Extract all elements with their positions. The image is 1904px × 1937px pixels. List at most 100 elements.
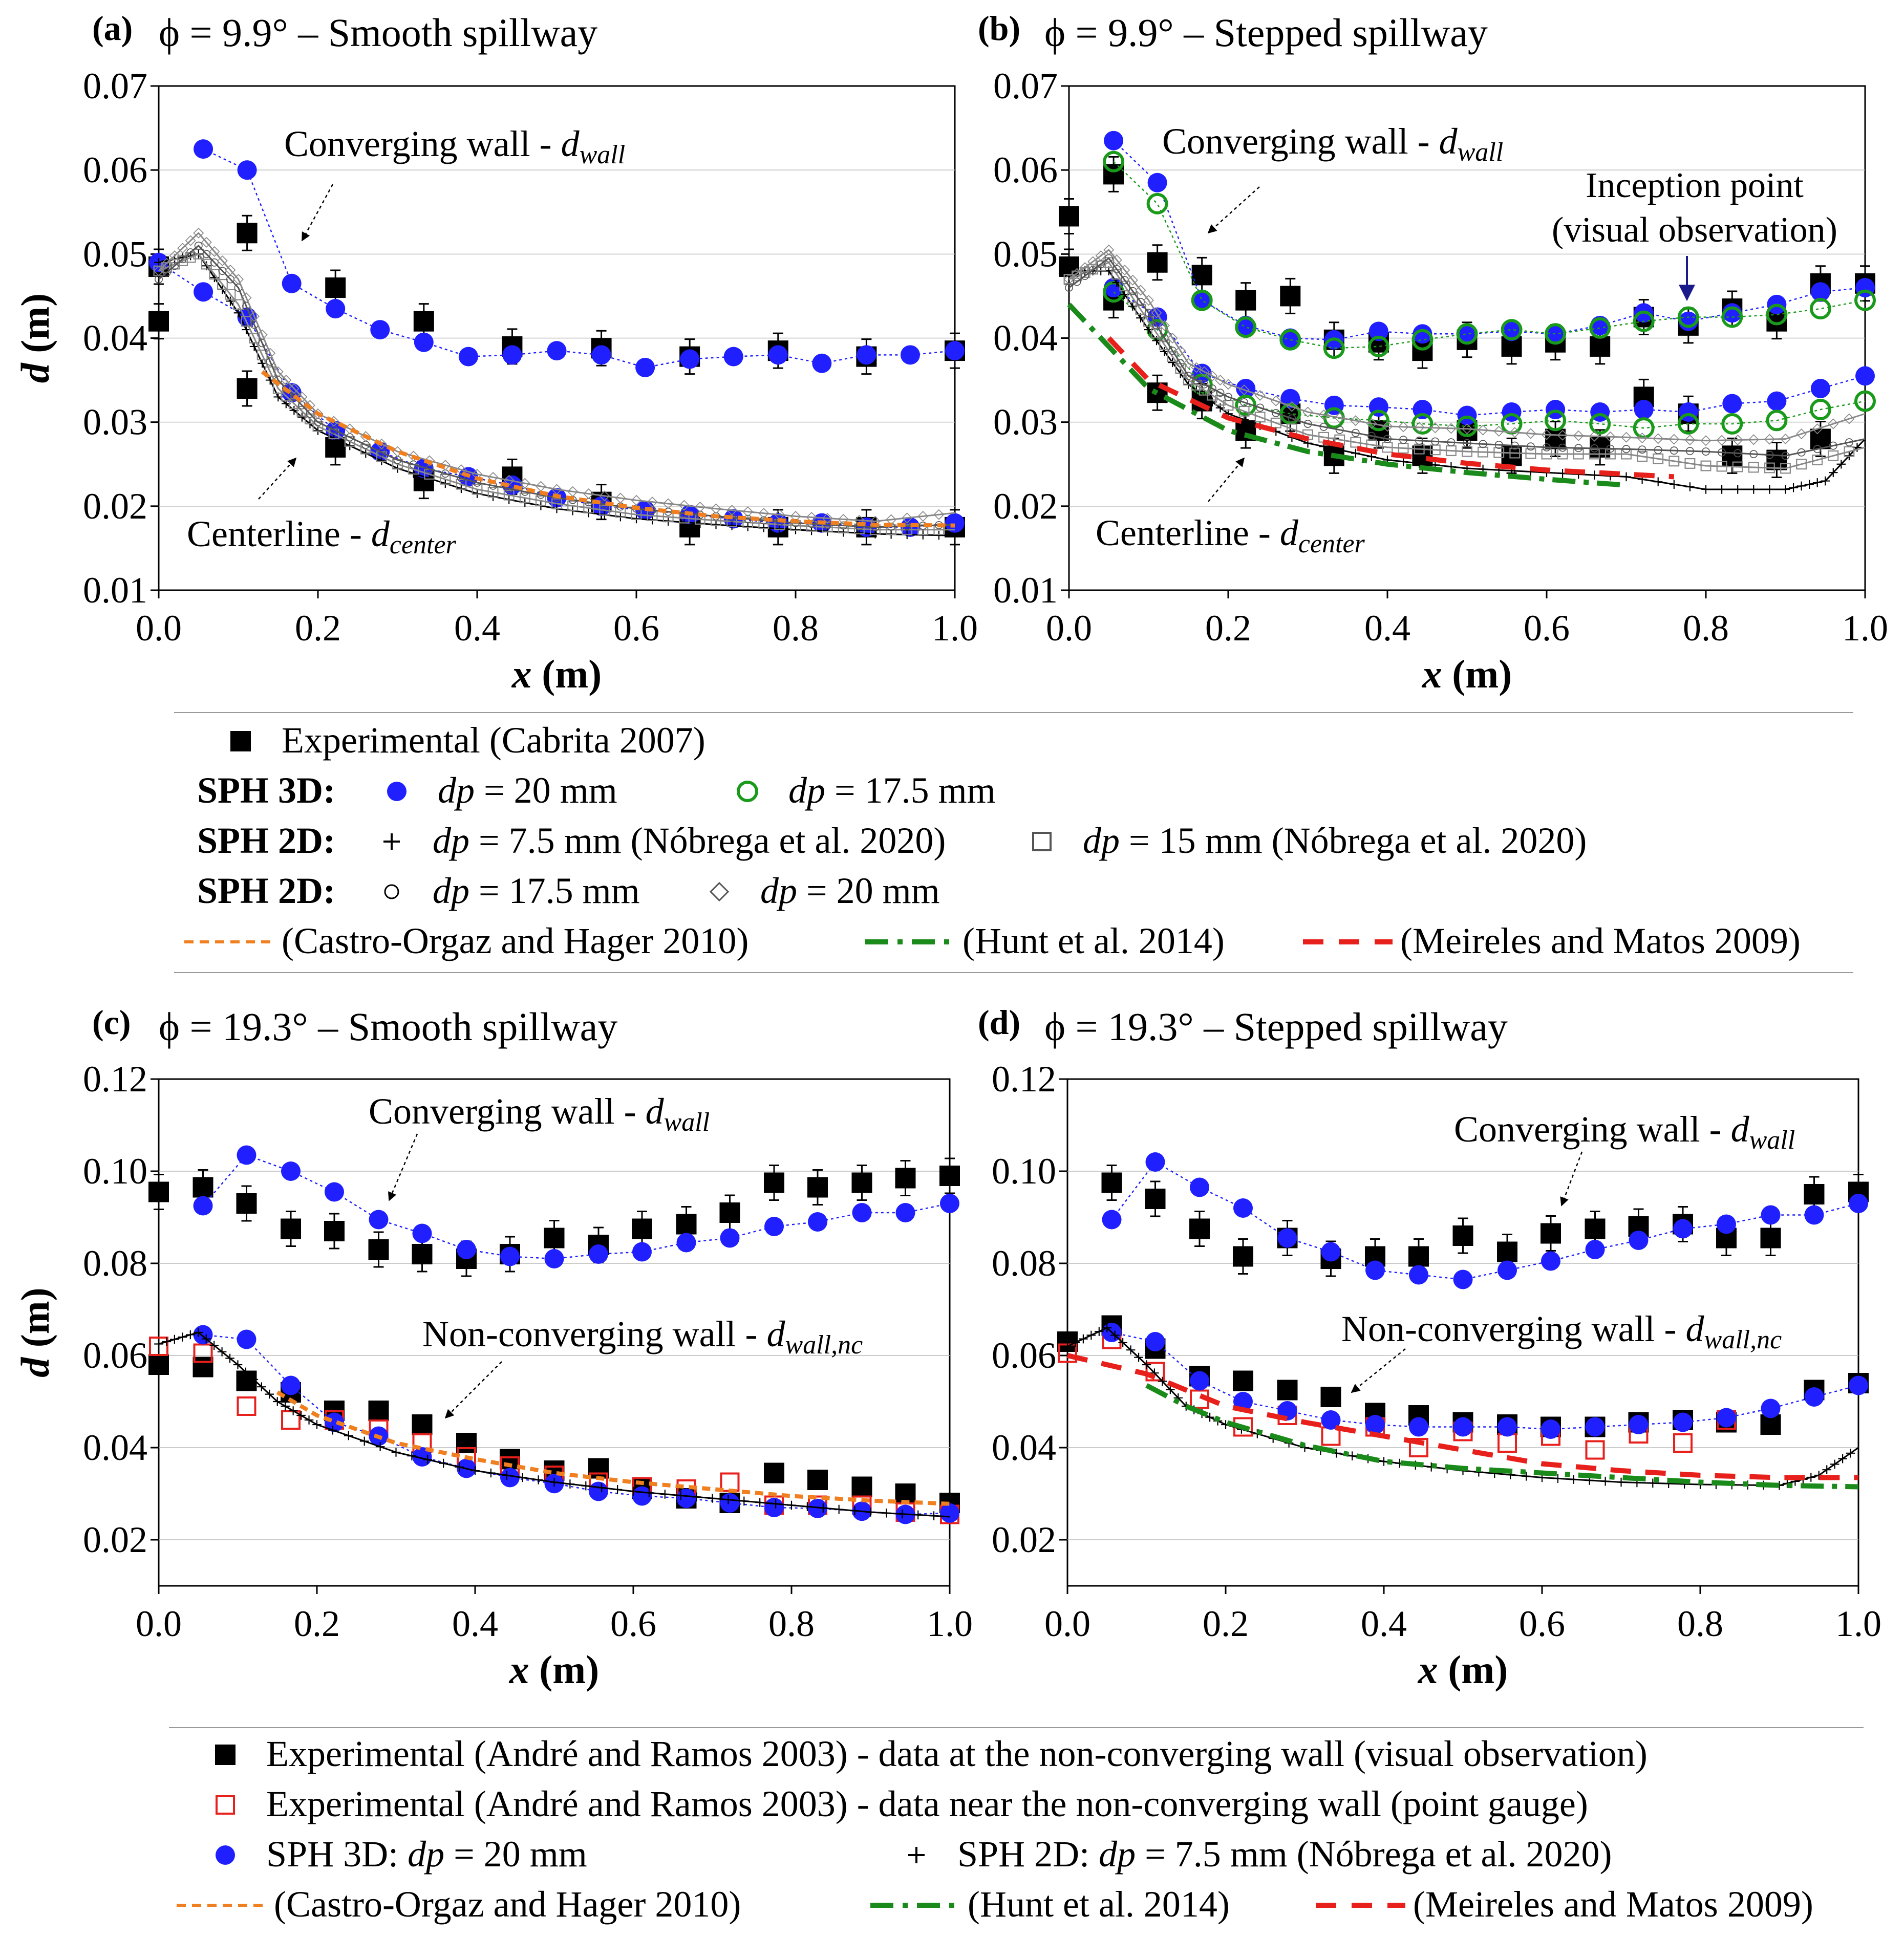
- data-point: [241, 316, 252, 327]
- legend-entry: (Hunt et al. 2014): [865, 920, 1225, 961]
- data-point: [1095, 250, 1106, 262]
- data-point: [439, 1458, 448, 1468]
- data-point: [369, 1210, 389, 1230]
- data-point: [1509, 447, 1521, 459]
- data-point: [679, 518, 689, 527]
- data-point: [897, 1509, 907, 1519]
- data-point: [1821, 476, 1830, 486]
- data-point: [1415, 459, 1424, 468]
- data-point: [1159, 320, 1170, 331]
- x-axis-label: x (m): [1418, 1647, 1508, 1692]
- data-point: [1525, 448, 1536, 459]
- legend-label: Experimental (Cabrita 2007): [282, 720, 705, 761]
- data-point: [265, 348, 276, 359]
- data-point: [589, 1481, 609, 1501]
- data-point: [272, 1397, 282, 1406]
- data-point: [148, 1181, 169, 1202]
- data-point: [933, 509, 945, 520]
- data-point: [1254, 390, 1266, 401]
- data-point: [1796, 481, 1806, 491]
- data-point: [662, 498, 674, 509]
- data-point: [1569, 1475, 1578, 1484]
- data-point: [567, 486, 579, 497]
- annotation-arrow: [1351, 1348, 1406, 1393]
- data-point: [518, 1473, 527, 1482]
- data-point: [162, 268, 171, 277]
- data-point: [723, 1495, 733, 1504]
- series-line: [158, 232, 955, 522]
- legend-entry: dp = 17.5 mm: [737, 770, 996, 811]
- data-point: [1493, 447, 1505, 458]
- data-point: [1368, 321, 1388, 341]
- data-point: [1190, 1177, 1210, 1197]
- y-tick-label: 0.12: [992, 1059, 1056, 1100]
- series-line: [1066, 1353, 1858, 1480]
- annotations-group: Converging wall - dwall Centerline - dcen…: [187, 121, 1837, 1419]
- data-point: [1634, 400, 1654, 420]
- y-tick-label: 0.04: [992, 1427, 1056, 1468]
- legend-label: SPH 2D: dp = 7.5 mm (Nóbrega et al. 2020…: [957, 1834, 1612, 1875]
- series-connector: [1111, 1161, 1859, 1280]
- data-point: [1525, 428, 1536, 439]
- data-point: [535, 495, 546, 506]
- data-point: [1135, 285, 1146, 296]
- legend-swatch: [383, 833, 400, 850]
- data-point: [1189, 1218, 1210, 1239]
- data-point: [1184, 372, 1193, 380]
- data-point: [237, 1145, 256, 1165]
- data-point: [1191, 265, 1212, 286]
- data-point: [194, 282, 213, 302]
- data-point: [710, 503, 722, 514]
- data-point: [1238, 384, 1250, 396]
- data-point: [1829, 468, 1838, 477]
- data-point: [1158, 1376, 1167, 1386]
- data-point: [500, 1246, 520, 1266]
- data-point: [1721, 306, 1743, 328]
- legend-label: (Meireles and Matos 2009): [1400, 920, 1801, 961]
- data-point: [325, 277, 346, 298]
- data-point: [1616, 1477, 1626, 1487]
- data-point: [241, 1367, 250, 1377]
- data-point: [1102, 1210, 1122, 1230]
- data-point: [723, 509, 743, 529]
- data-point: [1254, 412, 1266, 423]
- series-line: [276, 1390, 950, 1506]
- legend-label: Experimental (André and Ramos 2003) - da…: [266, 1733, 1648, 1774]
- data-point: [1684, 434, 1696, 445]
- data-point: [1192, 290, 1212, 310]
- data-point: [1585, 1218, 1606, 1239]
- series-0: [1101, 1165, 1869, 1277]
- data-point: [265, 1389, 274, 1399]
- data-point: [241, 292, 252, 304]
- y-tick-label: 0.01: [993, 570, 1058, 611]
- data-point: [1111, 254, 1122, 266]
- data-point: [1408, 1246, 1429, 1267]
- legend-entry: dp = 20 mm: [709, 870, 940, 911]
- data-point: [1760, 1228, 1781, 1249]
- y-tick-label: 0.02: [83, 486, 147, 527]
- data-point: [1764, 434, 1775, 445]
- data-point: [1637, 433, 1648, 444]
- data-point: [583, 502, 594, 513]
- data-point: [1238, 405, 1250, 417]
- data-layer: [148, 139, 965, 546]
- legend-swatch: [230, 731, 251, 751]
- data-point: [413, 311, 434, 332]
- data-point: [1668, 434, 1680, 445]
- data-point: [194, 139, 213, 159]
- annotation-centerline: Centerline - dcenter: [1096, 512, 1365, 558]
- annotation-converging-wall: Converging wall - dwall: [369, 1091, 710, 1137]
- legend-entry: (Castro-Orgaz and Hager 2010): [184, 920, 748, 961]
- data-point: [1431, 437, 1440, 446]
- data-point: [1414, 422, 1425, 433]
- series-connector: [1111, 1331, 1859, 1430]
- data-point: [1457, 324, 1477, 344]
- data-point: [632, 1242, 652, 1262]
- data-point: [1629, 1231, 1649, 1250]
- data-point: [1143, 295, 1154, 306]
- data-point: [1104, 131, 1124, 150]
- data-point: [1828, 418, 1839, 429]
- x-tick-label: 0.2: [1203, 1603, 1249, 1644]
- data-point: [838, 513, 849, 525]
- data-point: [1232, 1370, 1253, 1391]
